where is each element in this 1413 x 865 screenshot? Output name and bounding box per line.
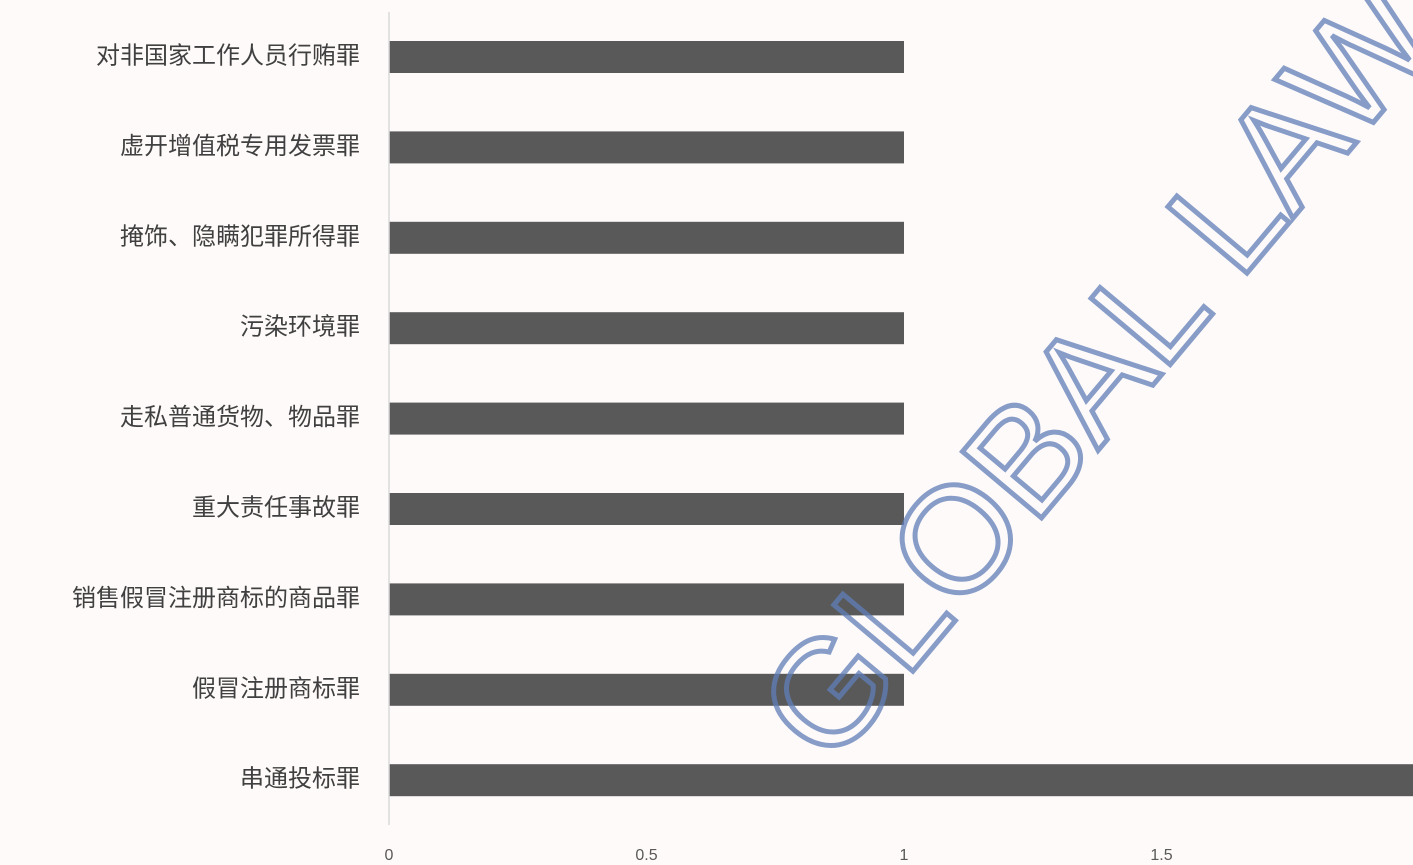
category-label: 销售假冒注册商标的商品罪 [72,584,360,612]
bar [389,583,904,616]
x-tick-label: 1 [900,847,909,864]
x-tick-label: 0 [385,847,394,864]
bar [389,221,904,254]
category-label: 重大责任事故罪 [192,494,360,522]
x-tick-label: 0.5 [635,847,657,864]
bar [389,493,904,525]
x-tick-label: 1.5 [1150,847,1172,864]
category-label: 掩饰、隐瞒犯罪所得罪 [120,222,360,250]
category-label: 串通投标罪 [240,765,360,793]
bar [389,131,904,164]
category-label: 假冒注册商标罪 [192,674,360,702]
category-label: 走私普通货物、物品罪 [120,403,360,431]
bar [389,402,904,435]
bar [389,764,1413,797]
category-label: 对非国家工作人员行贿罪 [96,42,360,70]
bar [389,41,904,73]
category-label: 虚开增值税专用发票罪 [120,132,360,160]
bar [389,312,904,345]
category-label: 污染环境罪 [240,313,360,341]
bar [389,673,904,706]
